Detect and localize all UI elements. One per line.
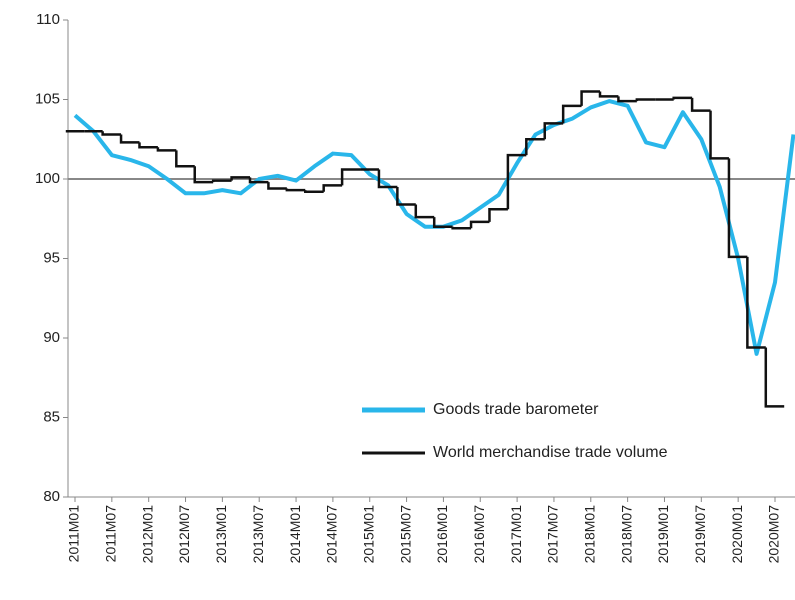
series-step	[764, 347, 785, 408]
x-tick-label: 2014M07	[324, 505, 340, 564]
y-tick-label: 110	[36, 11, 60, 28]
x-tick-label: 2011M07	[103, 505, 119, 563]
series-step	[672, 96, 693, 100]
y-tick-label: 80	[43, 488, 60, 505]
x-tick-label: 2017M07	[545, 505, 561, 564]
series-step	[156, 147, 177, 152]
series-step	[175, 150, 195, 168]
y-tick-label: 105	[35, 90, 60, 107]
x-tick-label: 2020M07	[766, 505, 782, 564]
x-tick-label: 2013M01	[213, 505, 229, 564]
y-tick-label: 100	[35, 170, 60, 187]
x-tick-label: 2016M07	[471, 505, 487, 564]
x-tick-label: 2015M07	[397, 505, 413, 564]
x-tick-label: 2011M01	[66, 505, 82, 563]
x-tick-label: 2015M01	[360, 505, 376, 564]
series-step	[635, 98, 656, 102]
series-step	[304, 190, 324, 193]
series-step	[193, 166, 214, 184]
x-tick-label: 2018M07	[618, 505, 634, 564]
x-tick-label: 2018M01	[581, 505, 597, 564]
x-tick-label: 2012M01	[139, 505, 155, 564]
series-step	[580, 90, 600, 106]
series-step	[561, 104, 582, 124]
y-tick-label: 95	[43, 249, 60, 266]
series-step	[119, 134, 140, 144]
y-tick-label: 90	[43, 329, 60, 346]
y-tick-label: 85	[43, 408, 60, 425]
series-step	[211, 179, 232, 183]
series-step	[432, 217, 453, 228]
x-tick-label: 2012M07	[176, 505, 192, 564]
series-step	[543, 122, 564, 140]
series-step	[746, 256, 766, 349]
series-step	[377, 169, 398, 189]
series-step	[101, 131, 122, 136]
series-step	[230, 176, 250, 181]
series-step	[267, 182, 287, 190]
x-tick-label: 2017M01	[508, 505, 524, 564]
series-step	[340, 168, 361, 186]
series-step	[414, 204, 435, 219]
series-step	[690, 97, 711, 112]
x-tick-label: 2019M07	[692, 505, 708, 564]
x-tick-label: 2020M01	[729, 505, 745, 564]
series-step	[469, 220, 490, 229]
series-step	[248, 177, 269, 184]
series-step	[525, 138, 545, 156]
series-step	[488, 207, 508, 222]
series-step	[727, 158, 748, 259]
series-step	[138, 142, 158, 149]
x-tick-label: 2014M01	[287, 505, 303, 564]
series-step	[598, 91, 619, 98]
series-step	[285, 188, 306, 192]
x-tick-label: 2013M07	[250, 505, 266, 564]
series-step	[617, 96, 637, 103]
series-step	[709, 110, 729, 160]
series-step	[451, 226, 472, 230]
series-step	[322, 184, 343, 192]
legend-label: Goods trade barometer	[433, 401, 599, 418]
series-step	[506, 153, 527, 210]
legend-label: World merchandise trade volume	[433, 444, 668, 461]
x-tick-label: 2019M01	[655, 505, 671, 564]
series-step	[396, 186, 416, 206]
x-tick-label: 2016M01	[434, 505, 450, 564]
